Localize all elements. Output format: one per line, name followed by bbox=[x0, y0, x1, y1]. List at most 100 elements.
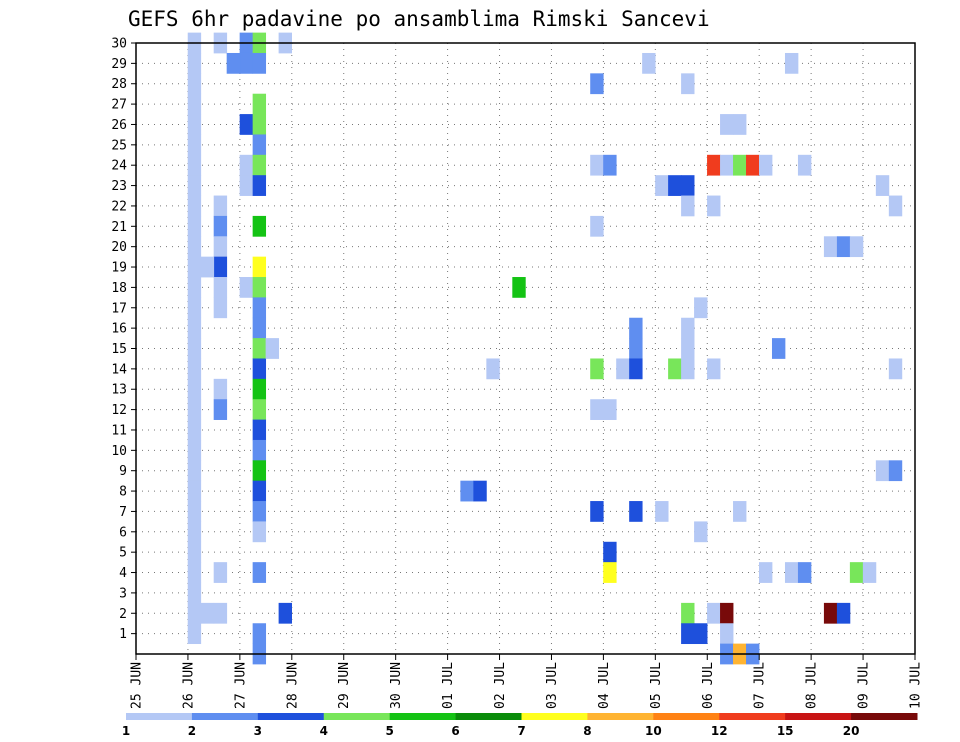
heatmap-cell bbox=[629, 317, 643, 339]
heatmap-cell bbox=[655, 175, 669, 196]
heatmap-cell bbox=[187, 317, 202, 339]
heatmap-cell bbox=[668, 175, 682, 196]
heatmap-cell bbox=[252, 501, 267, 522]
heatmap-cell bbox=[252, 317, 267, 339]
heatmap-cell bbox=[590, 73, 604, 95]
y-tick-label: 17 bbox=[111, 301, 127, 316]
y-tick-label: 19 bbox=[111, 261, 127, 276]
heatmap-cell bbox=[681, 338, 695, 359]
legend-swatch bbox=[587, 713, 654, 720]
legend-label: 1 bbox=[122, 724, 130, 738]
heatmap-cell bbox=[187, 93, 202, 115]
y-tick-label: 15 bbox=[111, 342, 127, 357]
heatmap-cell bbox=[252, 358, 267, 380]
heatmap-cell bbox=[252, 256, 267, 278]
heatmap-cell bbox=[888, 358, 903, 380]
heatmap-cell bbox=[252, 114, 267, 135]
heatmap-cell bbox=[603, 154, 617, 176]
y-tick-label: 29 bbox=[111, 57, 127, 72]
color-legend: 1 2 3 4 5 6 7 8 10 12 15 20 bbox=[122, 713, 918, 738]
heatmap-cell bbox=[836, 602, 851, 624]
heatmap-cell bbox=[486, 358, 500, 380]
heatmap-cell bbox=[187, 521, 202, 543]
heatmap-cell bbox=[187, 358, 202, 380]
y-tick-label: 3 bbox=[119, 586, 127, 601]
heatmap-cell bbox=[694, 297, 708, 319]
heatmap-cell bbox=[239, 175, 254, 196]
heatmap-cell bbox=[187, 215, 202, 237]
legend-swatch bbox=[455, 713, 522, 720]
legend-label: 6 bbox=[451, 724, 459, 738]
heatmap-cell bbox=[213, 215, 228, 237]
y-tick-label: 22 bbox=[111, 199, 127, 214]
heatmap-cell bbox=[733, 154, 747, 176]
heatmap-cell bbox=[252, 460, 267, 482]
heatmap-cell bbox=[239, 114, 254, 135]
y-axis: 1234567891011121314151617181920212223242… bbox=[111, 37, 136, 642]
heatmap-cell bbox=[875, 460, 890, 482]
heatmap-cell bbox=[642, 52, 656, 74]
heatmap-cell bbox=[733, 501, 747, 522]
x-tick-label: 30 JUN bbox=[389, 662, 404, 709]
heatmap-cell bbox=[200, 256, 215, 278]
heatmap-cell bbox=[888, 460, 903, 482]
x-tick-label: 29 JUN bbox=[337, 662, 352, 709]
y-tick-label: 18 bbox=[111, 281, 127, 296]
heatmap-cell bbox=[849, 562, 864, 583]
heatmap-cell bbox=[473, 480, 487, 502]
y-tick-label: 21 bbox=[111, 220, 127, 235]
x-tick-label: 04 JUL bbox=[597, 662, 612, 709]
heatmap-cell bbox=[252, 480, 267, 502]
heatmap-cell bbox=[759, 562, 773, 583]
x-tick-label: 06 JUL bbox=[701, 662, 716, 709]
x-tick-label: 28 JUN bbox=[285, 662, 300, 709]
heatmap-cell bbox=[187, 501, 202, 522]
legend-swatch bbox=[126, 713, 193, 720]
heatmap-cell bbox=[187, 338, 202, 359]
y-tick-label: 23 bbox=[111, 179, 127, 194]
heatmap-cell bbox=[797, 154, 812, 176]
y-tick-label: 30 bbox=[111, 37, 127, 52]
y-tick-label: 14 bbox=[111, 362, 127, 377]
heatmap-cell bbox=[252, 297, 267, 319]
heatmap-cell bbox=[187, 582, 202, 604]
x-tick-label: 26 JUN bbox=[181, 662, 196, 709]
heatmap-cell bbox=[187, 52, 202, 74]
heatmap-cell bbox=[590, 215, 604, 237]
heatmap-cell bbox=[187, 73, 202, 95]
heatmap-cell bbox=[784, 562, 799, 583]
heatmap-cell bbox=[512, 277, 526, 298]
x-tick-label: 02 JUL bbox=[493, 662, 508, 709]
heatmap-cell bbox=[187, 541, 202, 563]
heatmap-cell bbox=[629, 501, 643, 522]
y-tick-label: 26 bbox=[111, 118, 127, 133]
heatmap-cell bbox=[213, 195, 228, 217]
heatmap-cell bbox=[720, 154, 734, 176]
legend-label: 10 bbox=[645, 724, 662, 738]
y-tick-label: 12 bbox=[111, 403, 127, 418]
heatmap-cell bbox=[187, 419, 202, 441]
heatmap-cell bbox=[239, 277, 254, 298]
heatmap-cell bbox=[213, 378, 228, 400]
heatmap-cell bbox=[681, 358, 695, 380]
heatmap-cell bbox=[187, 195, 202, 217]
heatmap-cell bbox=[681, 623, 695, 645]
heatmap-cell bbox=[836, 236, 851, 258]
heatmap-cell bbox=[655, 501, 669, 522]
y-tick-label: 1 bbox=[119, 627, 127, 642]
heatmap-cell bbox=[823, 236, 838, 258]
legend-label: 4 bbox=[320, 724, 328, 738]
heatmap-cell bbox=[603, 562, 617, 583]
heatmap-cell bbox=[187, 602, 202, 624]
x-axis: 25 JUN 26 JUN 27 JUN 28 JUN 29 JUN 30 JUN 01 J… bbox=[130, 654, 924, 709]
y-tick-label: 16 bbox=[111, 322, 127, 337]
heatmap-cell bbox=[213, 602, 228, 624]
heatmap-cell bbox=[252, 277, 267, 298]
heatmap-cell bbox=[252, 562, 267, 583]
heatmap-cell bbox=[681, 175, 695, 196]
y-tick-label: 13 bbox=[111, 383, 127, 398]
x-tick-label: 03 JUL bbox=[545, 662, 560, 709]
heatmap-cell bbox=[187, 439, 202, 461]
heatmap-cell bbox=[460, 480, 474, 502]
